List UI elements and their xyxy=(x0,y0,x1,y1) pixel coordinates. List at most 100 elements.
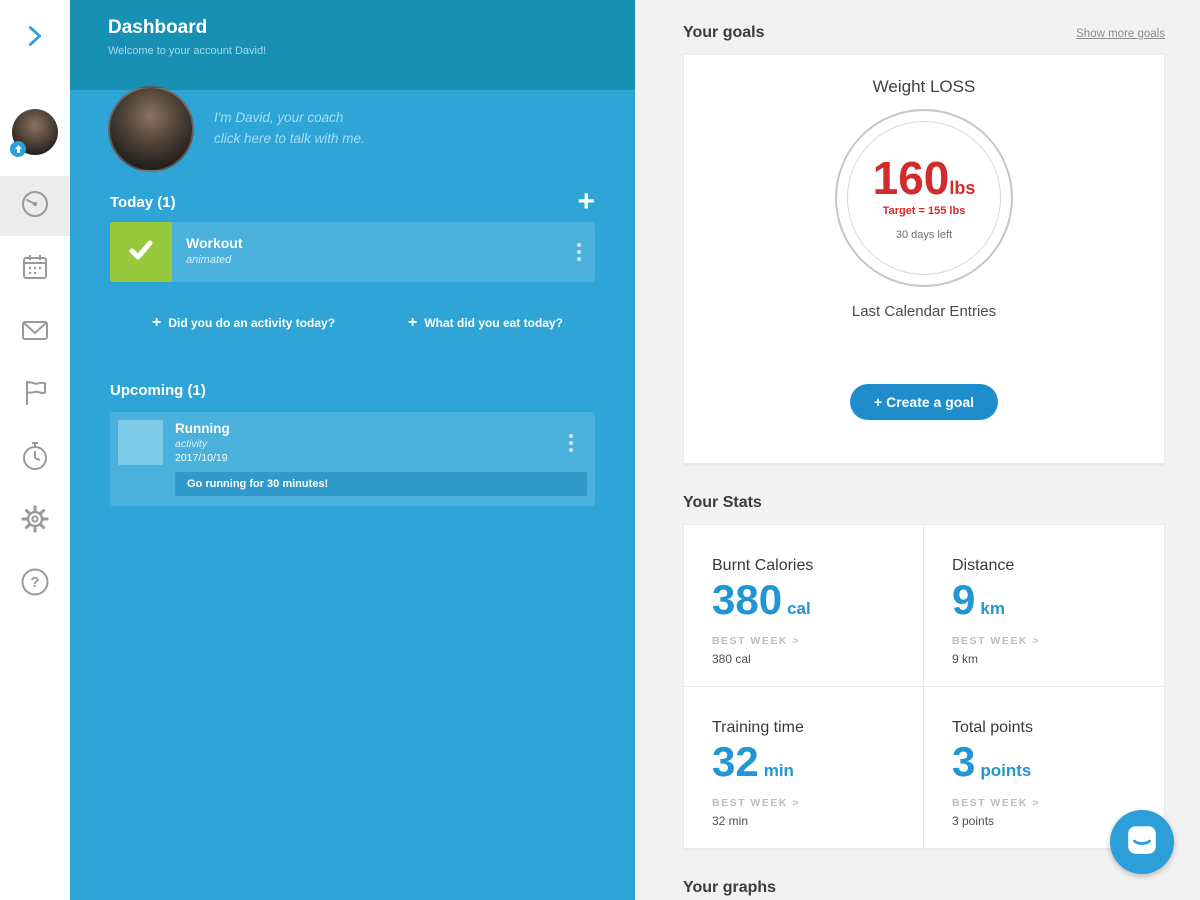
stat-number: 9 xyxy=(952,576,976,623)
svg-text:?: ? xyxy=(30,574,39,591)
stat-training-time: Training time 32 min BEST WEEK > 32 min xyxy=(684,686,924,848)
show-more-goals-link[interactable]: Show more goals xyxy=(1076,28,1165,40)
today-task-card[interactable]: Workout animated xyxy=(110,222,595,282)
main-panel: Dashboard Welcome to your account David!… xyxy=(70,0,635,900)
upcoming-task-title: Running xyxy=(175,421,230,436)
stat-total-points: Total points 3 points BEST WEEK > 3 point… xyxy=(924,687,1164,849)
log-food-label: What did you eat today? xyxy=(424,316,563,330)
upcoming-task-type: activity xyxy=(175,438,208,450)
avatar-badge-icon xyxy=(10,141,26,157)
sidebar-iconbar: ? xyxy=(0,0,70,900)
chevron-right-icon xyxy=(20,21,50,56)
coach-avatar[interactable] xyxy=(108,86,194,172)
goal-value-number: 160 xyxy=(872,152,950,204)
best-week-value: 32 min xyxy=(712,813,749,828)
stat-unit: km xyxy=(980,599,1005,618)
quick-links: + Did you do an activity today? + What d… xyxy=(110,314,595,331)
sidebar-item-goals[interactable] xyxy=(0,365,70,425)
stat-label: Burnt Calories xyxy=(712,557,814,574)
chat-icon xyxy=(1125,823,1159,862)
today-heading: Today (1) xyxy=(110,193,176,211)
upcoming-task-note: Go running for 30 minutes! xyxy=(175,472,587,496)
best-week-label: BEST WEEK > xyxy=(712,796,800,809)
stat-value: 380 cal xyxy=(712,576,913,623)
stat-unit: points xyxy=(980,760,1032,780)
goal-gauge: 160lbs Target = 155 lbs 30 days left xyxy=(835,109,1013,287)
task-subtitle: animated xyxy=(186,254,232,266)
upcoming-heading: Upcoming (1) xyxy=(110,382,206,399)
coach-message[interactable]: I'm David, your coach click here to talk… xyxy=(214,108,365,150)
goal-days-left: 30 days left xyxy=(895,229,953,241)
upcoming-task-checkbox[interactable] xyxy=(118,420,163,465)
gauge-icon xyxy=(19,188,51,225)
goals-heading: Your goals xyxy=(683,24,765,41)
coach-message-line2: click here to talk with me. xyxy=(214,131,365,146)
upcoming-task-menu-button[interactable] xyxy=(555,420,587,465)
stats-card: Burnt Calories 380 cal BEST WEEK > 380 ca… xyxy=(683,524,1165,849)
dashboard-header: Dashboard Welcome to your account David! xyxy=(70,0,635,90)
question-icon: ? xyxy=(19,566,51,603)
page-title: Dashboard xyxy=(108,17,208,38)
upcoming-task-card[interactable]: Running activity 2017/10/19 Go running f… xyxy=(110,412,595,506)
log-activity-label: Did you do an activity today? xyxy=(168,316,336,330)
coach-banner[interactable]: I'm David, your coach click here to talk… xyxy=(108,86,365,172)
gear-icon xyxy=(19,503,51,540)
stats-heading: Your Stats xyxy=(683,494,762,511)
right-column: Your goals Show more goals Weight LOSS 1… xyxy=(635,0,1200,900)
flag-icon xyxy=(19,377,51,414)
coach-message-line1: I'm David, your coach xyxy=(214,110,344,126)
sidebar-item-settings[interactable] xyxy=(0,491,70,551)
sidebar-expand-button[interactable] xyxy=(0,8,70,68)
chat-launcher-button[interactable] xyxy=(1110,810,1174,874)
goal-card: Weight LOSS 160lbs Target = 155 lbs 30 d… xyxy=(683,54,1165,464)
stat-burnt-calories: Burnt Calories 380 cal BEST WEEK > 380 ca… xyxy=(684,525,924,687)
task-menu-button[interactable] xyxy=(563,222,595,282)
add-task-button[interactable]: + xyxy=(577,185,595,218)
sidebar-item-calendar[interactable] xyxy=(0,239,70,299)
upcoming-task-info: Running activity 2017/10/19 xyxy=(163,420,555,465)
stat-label: Training time xyxy=(712,718,804,736)
upcoming-task-date: 2017/10/19 xyxy=(175,452,228,464)
stats-section-header: Your Stats xyxy=(683,494,1165,512)
checkmark-icon xyxy=(126,235,156,270)
best-week-value: 3 points xyxy=(952,813,995,828)
stat-distance: Distance 9 km BEST WEEK > 9 km xyxy=(924,525,1164,687)
sidebar-item-dashboard[interactable] xyxy=(0,176,70,236)
graphs-heading: Your graphs xyxy=(683,879,777,896)
plus-icon: + xyxy=(407,314,418,331)
sidebar-item-help[interactable]: ? xyxy=(0,554,70,614)
best-week-value: 380 cal xyxy=(712,652,751,667)
goals-section-header: Your goals Show more goals xyxy=(683,24,1165,42)
stat-number: 3 xyxy=(952,737,976,785)
sidebar-item-messages[interactable] xyxy=(0,302,70,362)
goal-value: 160lbs xyxy=(873,155,976,201)
goal-title: Weight LOSS xyxy=(872,77,976,96)
sidebar-item-history[interactable] xyxy=(0,428,70,488)
stopwatch-icon xyxy=(19,440,51,477)
sidebar-avatar[interactable] xyxy=(0,102,70,162)
log-food-link[interactable]: + What did you eat today? xyxy=(407,314,563,331)
page-subtitle: Welcome to your account David! xyxy=(108,45,267,57)
graphs-section-header: Your graphs xyxy=(683,879,1165,897)
stat-number: 32 xyxy=(712,737,759,785)
task-title: Workout xyxy=(186,235,243,251)
stat-value: 32 min xyxy=(712,737,913,785)
upcoming-task-row: Running activity 2017/10/19 xyxy=(118,420,587,465)
create-goal-button[interactable]: + Create a goal xyxy=(850,384,998,420)
best-week-label: BEST WEEK > xyxy=(952,635,1040,648)
avatar xyxy=(10,109,58,157)
stat-value: 3 points xyxy=(952,737,1154,785)
mail-icon xyxy=(19,314,51,351)
task-done-checkbox[interactable] xyxy=(110,222,172,282)
upcoming-section-header: Upcoming (1) xyxy=(110,382,595,399)
goal-target: Target = 155 lbs xyxy=(882,205,966,217)
stat-label: Distance xyxy=(952,557,1015,574)
calendar-icon xyxy=(19,251,51,288)
stat-value: 9 km xyxy=(952,576,1154,623)
goal-gauge-inner: 160lbs Target = 155 lbs 30 days left xyxy=(847,121,1001,275)
log-activity-link[interactable]: + Did you do an activity today? xyxy=(152,315,336,331)
goal-value-unit: lbs xyxy=(949,178,976,198)
stat-unit: min xyxy=(763,760,794,780)
best-week-label: BEST WEEK > xyxy=(712,635,800,648)
